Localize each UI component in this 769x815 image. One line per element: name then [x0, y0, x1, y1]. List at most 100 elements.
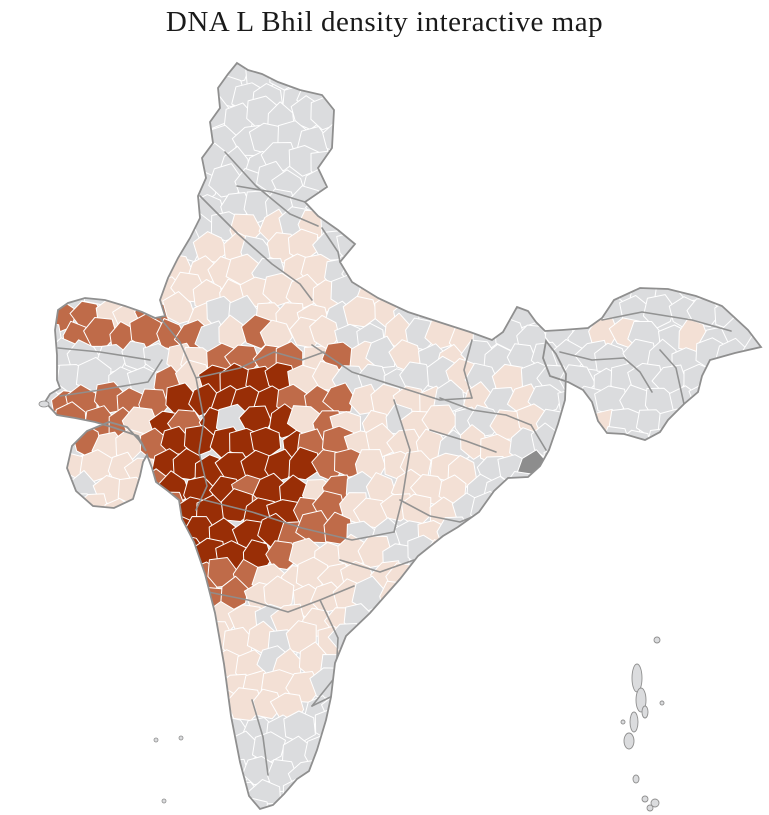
- district-shape[interactable]: [48, 208, 82, 242]
- district-shape[interactable]: [335, 756, 368, 793]
- district-shape[interactable]: [398, 670, 435, 705]
- district-shape[interactable]: [44, 646, 76, 677]
- district-shape[interactable]: [466, 60, 503, 96]
- district-shape[interactable]: [426, 231, 462, 260]
- district-shape[interactable]: [453, 668, 485, 700]
- district-shape[interactable]: [372, 84, 402, 116]
- district-shape[interactable]: [431, 277, 461, 310]
- district-shape[interactable]: [541, 53, 576, 88]
- district-shape[interactable]: [584, 451, 621, 485]
- district-shape[interactable]: [378, 143, 411, 180]
- district-shape[interactable]: [666, 731, 698, 766]
- district-shape[interactable]: [452, 62, 484, 91]
- district-shape[interactable]: [163, 81, 194, 116]
- district-shape[interactable]: [212, 39, 243, 67]
- district-shape[interactable]: [469, 539, 505, 576]
- district-shape[interactable]: [67, 83, 101, 114]
- district-shape[interactable]: [458, 254, 489, 289]
- district-shape[interactable]: [550, 776, 584, 810]
- district-shape[interactable]: [57, 802, 92, 815]
- district-shape[interactable]: [644, 694, 679, 726]
- district-shape[interactable]: [669, 474, 702, 511]
- district-shape[interactable]: [416, 37, 446, 68]
- district-shape[interactable]: [126, 712, 166, 744]
- district-shape[interactable]: [475, 185, 506, 219]
- district-shape[interactable]: [688, 383, 722, 417]
- district-shape[interactable]: [115, 555, 149, 588]
- district-shape[interactable]: [574, 603, 612, 634]
- district-shape[interactable]: [608, 449, 644, 481]
- district-shape[interactable]: [681, 60, 710, 94]
- district-shape[interactable]: [369, 607, 408, 636]
- district-shape[interactable]: [602, 211, 635, 245]
- district-shape[interactable]: [104, 98, 138, 130]
- district-shape[interactable]: [419, 255, 450, 288]
- district-shape[interactable]: [637, 231, 671, 267]
- district-shape[interactable]: [754, 446, 769, 483]
- district-shape[interactable]: [391, 259, 422, 289]
- district-shape[interactable]: [466, 129, 495, 158]
- district-shape[interactable]: [553, 254, 585, 290]
- district-shape[interactable]: [550, 737, 583, 769]
- district-shape[interactable]: [21, 556, 51, 592]
- district-shape[interactable]: [141, 780, 173, 813]
- district-shape[interactable]: [693, 775, 726, 811]
- district-shape[interactable]: [128, 756, 158, 787]
- district-shape[interactable]: [150, 191, 186, 226]
- district-shape[interactable]: [48, 120, 82, 152]
- district-shape[interactable]: [748, 804, 769, 815]
- district-shape[interactable]: [138, 649, 174, 682]
- district-shape[interactable]: [385, 126, 420, 156]
- district-shape[interactable]: [736, 167, 767, 198]
- district-shape[interactable]: [34, 58, 70, 91]
- district-shape[interactable]: [766, 780, 769, 813]
- district-shape[interactable]: [434, 83, 472, 119]
- district-shape[interactable]: [709, 778, 744, 812]
- district-shape[interactable]: [282, 778, 310, 811]
- district-shape[interactable]: [351, 805, 389, 815]
- district-shape[interactable]: [724, 719, 757, 752]
- district-shape[interactable]: [74, 733, 108, 765]
- district-shape[interactable]: [612, 193, 647, 227]
- district-shape[interactable]: [166, 694, 199, 725]
- district-shape[interactable]: [414, 644, 450, 682]
- district-shape[interactable]: [757, 690, 769, 721]
- district-shape[interactable]: [704, 409, 733, 445]
- district-shape[interactable]: [659, 189, 690, 220]
- district-shape[interactable]: [720, 762, 757, 793]
- district-shape[interactable]: [510, 78, 541, 112]
- district-shape[interactable]: [412, 776, 445, 812]
- district-shape[interactable]: [94, 558, 127, 590]
- district-shape[interactable]: [740, 250, 769, 284]
- district-shape[interactable]: [491, 584, 523, 618]
- district-shape[interactable]: [540, 189, 571, 221]
- district-shape[interactable]: [389, 82, 422, 115]
- district-shape[interactable]: [387, 649, 422, 683]
- district-shape[interactable]: [673, 118, 705, 155]
- district-shape[interactable]: [681, 580, 715, 617]
- district-shape[interactable]: [125, 144, 165, 174]
- district-shape[interactable]: [455, 185, 483, 222]
- district-shape[interactable]: [311, 802, 341, 815]
- district-shape[interactable]: [426, 187, 457, 222]
- district-shape[interactable]: [63, 235, 92, 267]
- district-shape[interactable]: [758, 385, 769, 416]
- district-shape[interactable]: [729, 540, 759, 572]
- district-shape[interactable]: [576, 557, 609, 587]
- district-shape[interactable]: [640, 516, 679, 549]
- district-shape[interactable]: [412, 122, 448, 153]
- district-shape[interactable]: [658, 711, 691, 748]
- district-shape[interactable]: [179, 670, 213, 703]
- district-shape[interactable]: [468, 755, 501, 792]
- district-shape[interactable]: [97, 649, 130, 683]
- district-shape[interactable]: [402, 800, 439, 815]
- district-shape[interactable]: [515, 145, 552, 173]
- district-shape[interactable]: [516, 280, 550, 312]
- district-shape[interactable]: [363, 143, 395, 172]
- district-shape[interactable]: [61, 183, 98, 219]
- district-shape[interactable]: [38, 144, 71, 177]
- district-shape[interactable]: [473, 712, 504, 748]
- district-shape[interactable]: [494, 802, 528, 815]
- district-shape[interactable]: [508, 602, 537, 637]
- district-shape[interactable]: [108, 754, 139, 785]
